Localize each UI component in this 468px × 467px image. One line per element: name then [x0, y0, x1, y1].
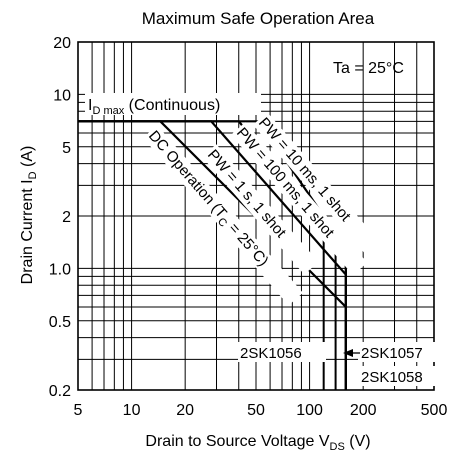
condition-note: Ta = 25°C [333, 60, 404, 77]
y-tick-label: 20 [53, 35, 71, 52]
x-tick-label: 50 [247, 402, 265, 419]
plot-frame [77, 41, 435, 391]
y-tick-label: 10 [53, 87, 71, 104]
id-max-label: ID max (Continuous) [88, 97, 220, 117]
label-dc-main: DC Operation (T [145, 127, 230, 221]
arrow-icon [343, 349, 353, 357]
y-tick-label: 2 [62, 209, 71, 226]
part-label-bg-2 [358, 342, 444, 362]
y-axis-main: Drain Current I [19, 179, 36, 284]
id-max-main: I [88, 97, 92, 114]
part-label-2sk1057: 2SK1057 [361, 345, 423, 362]
y-tick-label: 5 [62, 140, 71, 157]
x-axis-sub: DS [330, 441, 345, 453]
x-tick-label: 20 [176, 402, 194, 419]
x-tick-labels: 5 10 20 50 100 200 500 [74, 402, 448, 419]
id-max-rest: (Continuous) [124, 97, 220, 114]
x-axis-unit: (V) [345, 433, 371, 450]
x-axis-label: Drain to Source Voltage VDS (V) [145, 433, 370, 453]
id-max-label-bg [85, 93, 261, 115]
part-label-2sk1058: 2SK1058 [361, 369, 423, 386]
part-label-bg-1 [238, 342, 326, 362]
chart-title: Maximum Safe Operation Area [142, 9, 375, 28]
y-axis-unit: (A) [19, 146, 36, 172]
y-tick-labels: 0.2 0.5 1.0 2 5 10 20 [49, 35, 71, 400]
x-tick-label: 5 [74, 402, 83, 419]
soa-curve [78, 120, 347, 390]
y-axis-sub: D [27, 171, 39, 179]
y-tick-label: 0.5 [49, 314, 71, 331]
x-tick-label: 500 [421, 402, 448, 419]
x-tick-label: 100 [296, 402, 323, 419]
y-tick-label: 1.0 [49, 261, 71, 278]
x-tick-label: 200 [350, 402, 377, 419]
part-label-2sk1056: 2SK1056 [240, 345, 302, 362]
y-axis-label: Drain Current ID (A) [19, 146, 39, 285]
part-label-bg-3 [358, 366, 444, 386]
id-max-sub: D max [92, 105, 124, 117]
x-axis-main: Drain to Source Voltage V [145, 433, 329, 450]
y-tick-label: 0.2 [49, 383, 71, 400]
x-tick-label: 10 [123, 402, 141, 419]
